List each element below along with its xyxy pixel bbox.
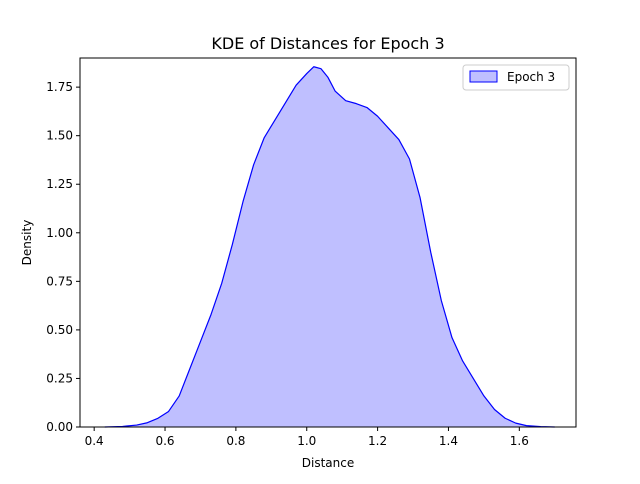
x-tick-label: 1.2	[368, 434, 387, 448]
y-tick-label: 0.75	[46, 274, 73, 288]
y-axis-ticks: 0.00 0.25 0.50 0.75 1.00 1.25 1.50 1.75	[46, 80, 80, 434]
series-fill-0	[104, 66, 555, 428]
x-tick-label: 0.4	[85, 434, 104, 448]
legend: Epoch 3	[462, 64, 570, 91]
y-tick-label: 0.50	[46, 323, 73, 337]
y-tick-label: 1.75	[46, 80, 73, 94]
chart-title: KDE of Distances for Epoch 3	[211, 34, 444, 53]
y-tick-label: 1.50	[46, 129, 73, 143]
series-line-0	[104, 66, 555, 428]
x-tick-label: 1.6	[510, 434, 529, 448]
series-layer	[104, 66, 555, 428]
x-axis-label: Distance	[302, 456, 354, 470]
y-tick-label: 1.00	[46, 226, 73, 240]
y-tick-label: 1.25	[46, 177, 73, 191]
legend-swatch	[469, 70, 498, 83]
y-axis-label: Density	[20, 220, 34, 266]
y-tick-label: 0.00	[46, 420, 73, 434]
plot-frame	[79, 57, 577, 428]
x-axis-ticks: 0.4 0.6 0.8 1.0 1.2 1.4 1.6	[85, 427, 529, 448]
x-tick-label: 0.8	[226, 434, 245, 448]
x-tick-label: 0.6	[155, 434, 174, 448]
x-tick-label: 1.0	[297, 434, 316, 448]
legend-label: Epoch 3	[507, 70, 555, 84]
y-tick-label: 0.25	[46, 371, 73, 385]
x-tick-label: 1.4	[439, 434, 458, 448]
